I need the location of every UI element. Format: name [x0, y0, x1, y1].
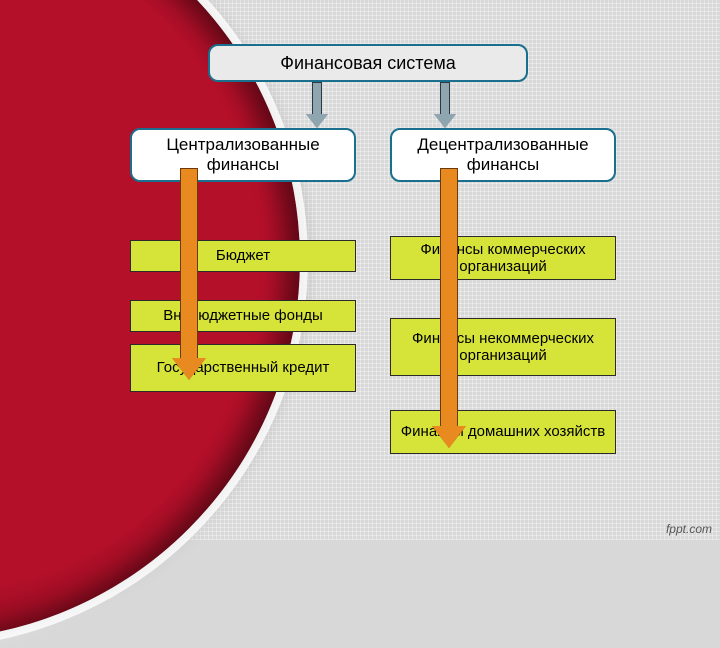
item-household-finance: Финансы домашних хозяйств — [390, 410, 616, 454]
title-box: Финансовая система — [208, 44, 528, 82]
watermark: fppt.com — [666, 522, 712, 536]
item-commercial-finance: Финансы коммерческих организаций — [390, 236, 616, 280]
category-decentralized: Децентрализованные финансы — [390, 128, 616, 182]
item-state-credit: Государственный кредит — [130, 344, 356, 392]
item-label: Финансы некоммерческих организаций — [397, 330, 609, 365]
item-label: Бюджет — [216, 247, 270, 264]
arrow-title-to-right — [434, 82, 456, 128]
category-centralized: Централизованные финансы — [130, 128, 356, 182]
arrow-title-to-left — [306, 82, 328, 128]
title-label: Финансовая система — [280, 53, 455, 74]
category-label: Децентрализованные финансы — [398, 135, 608, 174]
arrow-right-column — [432, 168, 466, 448]
item-budget: Бюджет — [130, 240, 356, 272]
category-label: Централизованные финансы — [138, 135, 348, 174]
item-noncommercial-finance: Финансы некоммерческих организаций — [390, 318, 616, 376]
item-extrabudget-funds: Внебюджетные фонды — [130, 300, 356, 332]
arrow-left-column — [172, 168, 206, 380]
item-label: Финансы коммерческих организаций — [397, 241, 609, 276]
